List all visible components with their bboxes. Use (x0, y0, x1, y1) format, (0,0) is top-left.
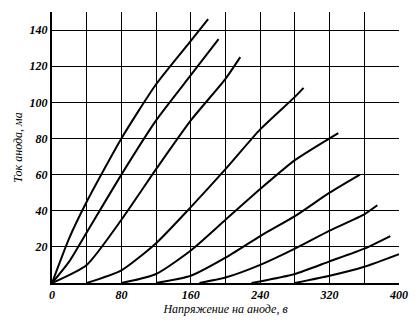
svg-text:120: 120 (30, 59, 48, 73)
svg-text:Ток анода, ма: Ток анода, ма (11, 112, 25, 182)
svg-text:20: 20 (35, 240, 48, 254)
svg-text:80: 80 (115, 288, 127, 302)
svg-text:400: 400 (389, 288, 408, 302)
svg-text:240: 240 (250, 288, 269, 302)
svg-text:60: 60 (36, 168, 48, 182)
svg-text:80: 80 (36, 132, 48, 146)
svg-text:140: 140 (30, 23, 48, 37)
svg-text:40: 40 (35, 204, 48, 218)
svg-text:Напряжение на аноде, в: Напряжение на аноде, в (162, 302, 287, 316)
svg-text:0: 0 (49, 288, 55, 302)
svg-text:160: 160 (182, 288, 200, 302)
svg-text:320: 320 (320, 288, 339, 302)
svg-text:100: 100 (30, 96, 48, 110)
